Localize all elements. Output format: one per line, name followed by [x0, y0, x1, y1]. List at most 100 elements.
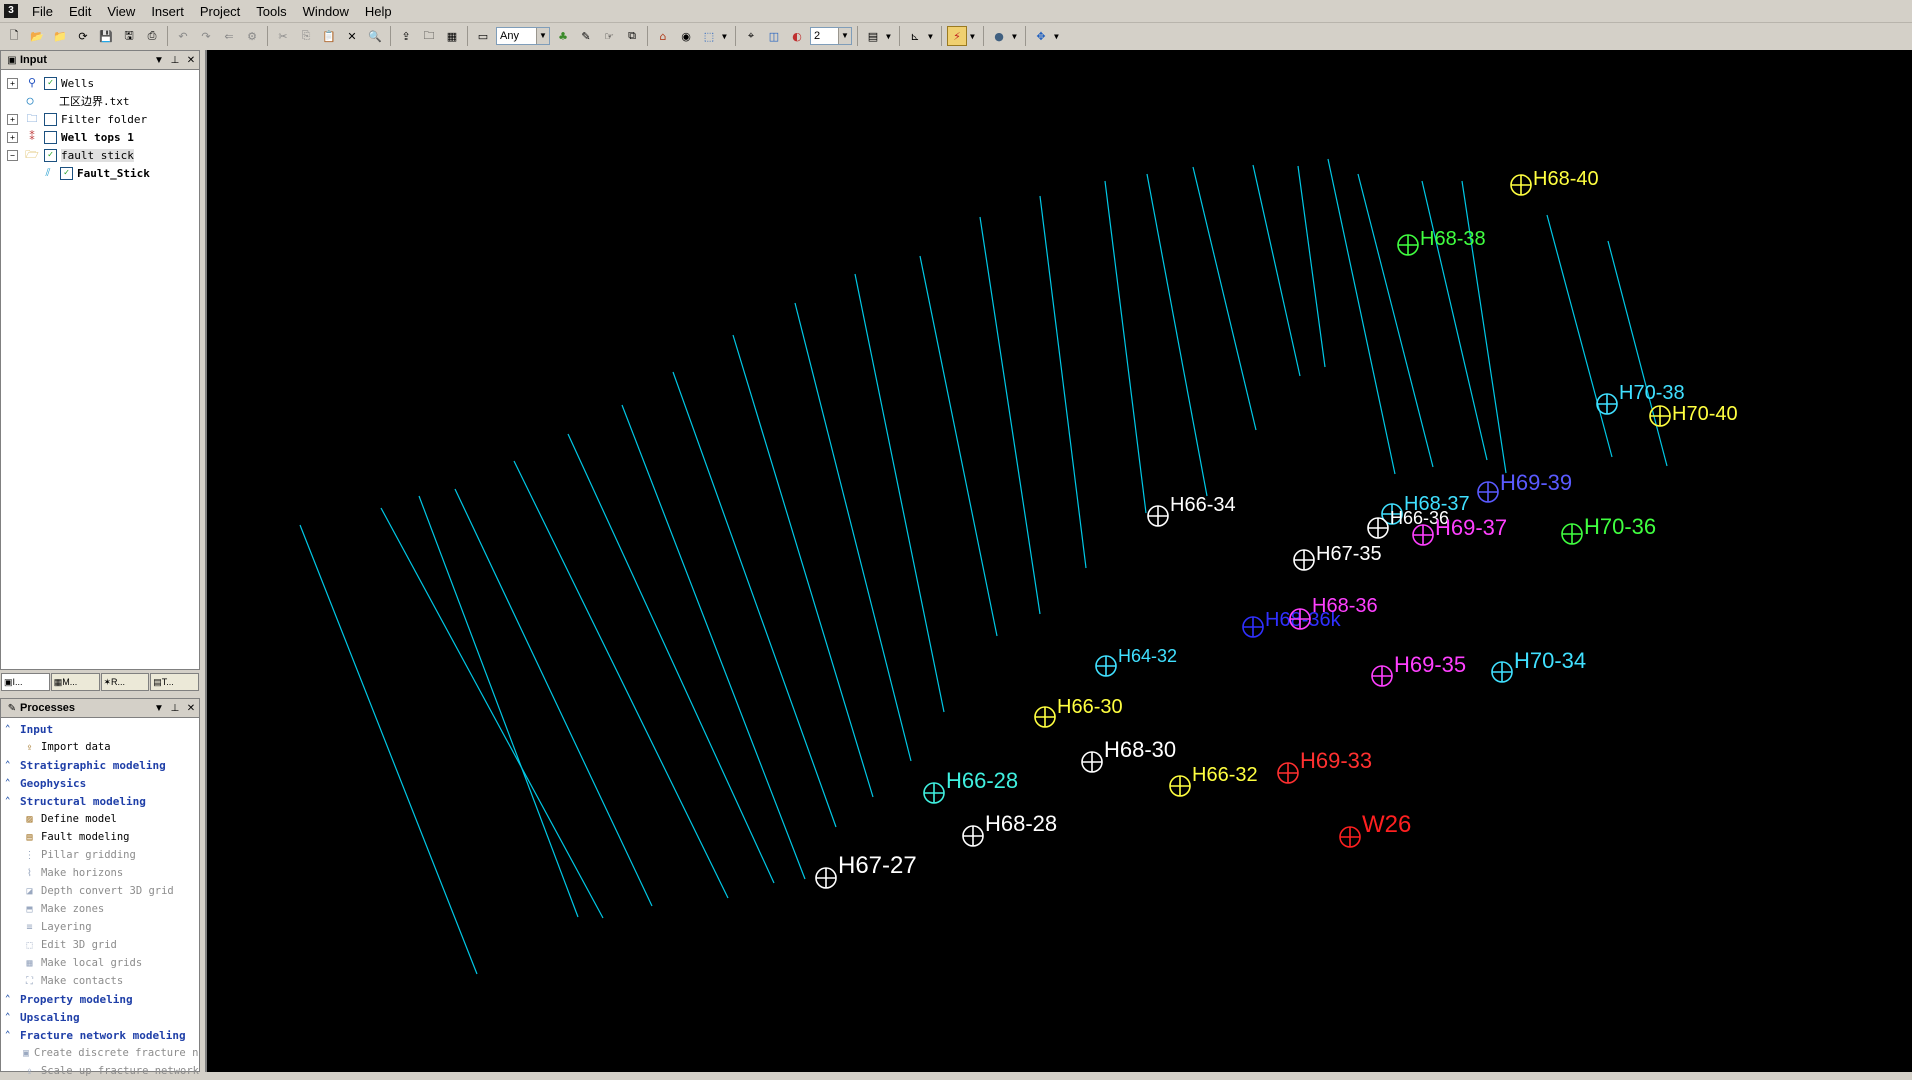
well-marker[interactable]: W26 [1339, 811, 1411, 848]
process-category[interactable]: ⌃ Stratigraphic modeling [1, 756, 199, 774]
panel-tab[interactable]: ▣ I... [1, 673, 50, 691]
fault-stick[interactable] [418, 495, 579, 918]
chevron-down-icon[interactable]: ▼ [1054, 31, 1059, 41]
tree-item[interactable]: ⫽ ✓ Fault_Stick [1, 164, 199, 182]
fault-stick[interactable] [380, 507, 604, 919]
app-icon[interactable]: 3 [4, 4, 18, 18]
well-marker[interactable]: H70-40 [1649, 403, 1738, 427]
well-marker[interactable]: H70-38 [1596, 382, 1685, 415]
fault-stick[interactable] [979, 216, 1041, 615]
process-item[interactable]: ≡ Layering [1, 918, 199, 936]
well-marker[interactable]: H68-28 [962, 811, 1057, 847]
well-marker[interactable]: H69-39 [1477, 470, 1572, 503]
chevron-down-icon[interactable]: ▼ [886, 31, 891, 41]
pin-icon[interactable]: ⊥ [170, 54, 180, 66]
spreadsheet-icon[interactable]: ▦ [446, 29, 458, 43]
cube-icon[interactable]: ◫ [768, 29, 780, 43]
fault-stick[interactable] [567, 433, 775, 884]
chevron-down-icon[interactable]: ▼ [970, 31, 975, 41]
close-icon[interactable]: ✕ [186, 54, 196, 66]
visibility-checkbox[interactable]: ✓ [60, 166, 73, 180]
expand-toggle-icon[interactable]: + [7, 131, 18, 143]
panel-menu-icon[interactable]: ▼ [154, 54, 164, 66]
print-icon[interactable]: ⎙ [147, 29, 157, 42]
number-combo[interactable]: 2 ▼ [810, 27, 852, 45]
well-marker[interactable]: H68-40 [1510, 168, 1599, 196]
chevron-down-icon[interactable]: ▼ [722, 31, 727, 41]
menu-view[interactable]: View [107, 3, 136, 19]
open-project-icon[interactable]: 📁 [53, 29, 67, 43]
collapse-chevron-icon[interactable]: ⌃ [5, 1030, 11, 1040]
fault-stick[interactable] [454, 488, 653, 907]
collapse-chevron-icon[interactable]: ⌃ [5, 778, 11, 788]
well-marker[interactable]: H66-28 [923, 768, 1018, 804]
fault-stick[interactable] [1192, 166, 1257, 431]
fault-stick[interactable] [854, 273, 945, 713]
panel-tab[interactable]: ✶ R... [100, 673, 150, 691]
zoom-window-icon[interactable]: ⧉ [628, 29, 636, 42]
fault-stick[interactable] [1252, 164, 1301, 377]
menu-tools[interactable]: Tools [256, 3, 287, 19]
well-marker[interactable]: H68-36k [1242, 609, 1342, 638]
collapse-chevron-icon[interactable]: ⌃ [5, 1012, 11, 1022]
chevron-down-icon[interactable]: ▼ [928, 31, 933, 41]
undo-icon[interactable]: ↶ [178, 29, 188, 43]
pick-icon[interactable]: ☞ [604, 29, 614, 43]
well-marker[interactable]: H69-33 [1277, 748, 1372, 784]
fault-stick[interactable] [621, 404, 806, 880]
window-layout-icon[interactable]: ▤ [867, 29, 879, 43]
fault-stick[interactable] [919, 255, 998, 637]
filter-combo[interactable]: Any ▼ [496, 27, 550, 45]
fault-stick[interactable] [1461, 180, 1507, 474]
crosshair-icon[interactable]: ⌖ [747, 29, 755, 42]
expand-toggle-icon[interactable]: − [7, 149, 18, 161]
well-marker[interactable]: H68-30 [1081, 737, 1176, 773]
chevron-down-icon[interactable]: ▼ [838, 28, 851, 44]
visibility-checkbox[interactable]: ✓ [44, 148, 57, 162]
fault-stick[interactable] [1546, 214, 1613, 458]
well-marker[interactable]: H64-32 [1095, 646, 1177, 677]
process-category[interactable]: ⌃ Fracture network modeling [1, 1026, 199, 1044]
collapse-chevron-icon[interactable]: ⌃ [5, 724, 11, 734]
tree-item[interactable]: + ⁑ Well tops 1 [1, 128, 199, 146]
tree-item[interactable]: − 🗁 ✓ fault stick [1, 146, 199, 164]
export-icon[interactable]: ⇪ [401, 29, 411, 43]
process-item[interactable]: ▦ Make local grids [1, 954, 199, 972]
visibility-checkbox[interactable] [44, 112, 57, 126]
paste-icon[interactable]: 📋 [322, 29, 336, 43]
process-item[interactable]: ⛶ Make contacts [1, 972, 199, 990]
pin-icon[interactable]: ⊥ [170, 702, 180, 714]
fault-stick[interactable] [732, 334, 874, 798]
collapse-chevron-icon[interactable]: ⌃ [5, 994, 11, 1004]
fault-stick[interactable] [1146, 173, 1208, 497]
redo-icon[interactable]: ↷ [201, 29, 211, 43]
menu-insert[interactable]: Insert [151, 3, 184, 19]
well-marker[interactable]: H66-36 [1367, 508, 1449, 539]
panel-menu-icon[interactable]: ▼ [154, 702, 164, 714]
menu-file[interactable]: File [32, 3, 53, 19]
process-item[interactable]: ▤ Fault modeling [1, 828, 199, 846]
find-icon[interactable]: 🔍 [368, 29, 382, 43]
process-item[interactable]: ⌇ Make horizons [1, 864, 199, 882]
fault-stick[interactable] [1607, 240, 1668, 467]
fault-stick[interactable] [1357, 173, 1434, 468]
menu-help[interactable]: Help [364, 3, 392, 19]
palette-icon[interactable]: ◐ [792, 29, 802, 43]
edit-pen-icon[interactable]: ✎ [581, 29, 591, 43]
axis-icon[interactable]: ⊾ [910, 29, 920, 43]
fault-stick[interactable] [1104, 180, 1147, 514]
fault-stick[interactable] [299, 524, 478, 975]
well-marker[interactable]: H68-38 [1397, 228, 1486, 256]
panel-tab[interactable]: ▤ T... [150, 673, 199, 691]
expand-toggle-icon[interactable]: + [7, 77, 18, 89]
well-marker[interactable]: H68-37 [1381, 493, 1470, 525]
well-marker[interactable]: H69-35 [1371, 652, 1466, 687]
chevron-down-icon[interactable]: ▼ [1012, 31, 1017, 41]
settings-gear-icon[interactable]: ⚙ [247, 29, 257, 43]
process-item[interactable]: ⇪ Scale up fracture network [1, 1062, 199, 1080]
process-item[interactable]: ⬚ Edit 3D grid [1, 936, 199, 954]
history-back-icon[interactable]: ⇐ [224, 29, 234, 43]
home-icon[interactable]: ⌂ [659, 29, 667, 43]
process-category[interactable]: ⌃ Property modeling [1, 990, 199, 1008]
